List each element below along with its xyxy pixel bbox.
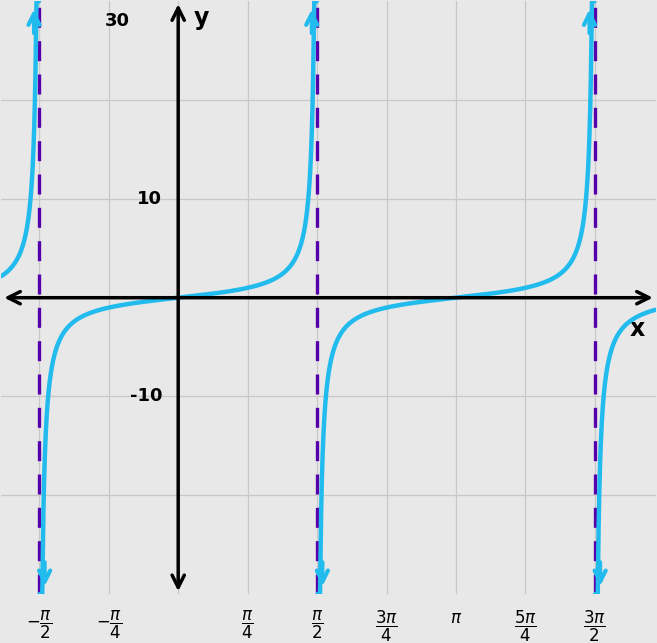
Text: 10: 10 bbox=[137, 190, 162, 208]
Text: $-\dfrac{\pi}{4}$: $-\dfrac{\pi}{4}$ bbox=[95, 609, 122, 641]
Text: $\dfrac{3\pi}{2}$: $\dfrac{3\pi}{2}$ bbox=[583, 609, 606, 643]
Text: $\dfrac{5\pi}{4}$: $\dfrac{5\pi}{4}$ bbox=[514, 609, 537, 643]
Text: $\dfrac{\pi}{4}$: $\dfrac{\pi}{4}$ bbox=[241, 609, 254, 641]
Text: x: x bbox=[630, 318, 645, 341]
Text: $\dfrac{3\pi}{4}$: $\dfrac{3\pi}{4}$ bbox=[375, 609, 398, 643]
Text: -10: -10 bbox=[130, 388, 162, 406]
Text: 30: 30 bbox=[104, 12, 129, 30]
Text: $\pi$: $\pi$ bbox=[450, 609, 462, 627]
Text: $-\dfrac{\pi}{2}$: $-\dfrac{\pi}{2}$ bbox=[26, 609, 53, 641]
Text: $\dfrac{\pi}{2}$: $\dfrac{\pi}{2}$ bbox=[311, 609, 323, 641]
Text: y: y bbox=[194, 6, 210, 30]
